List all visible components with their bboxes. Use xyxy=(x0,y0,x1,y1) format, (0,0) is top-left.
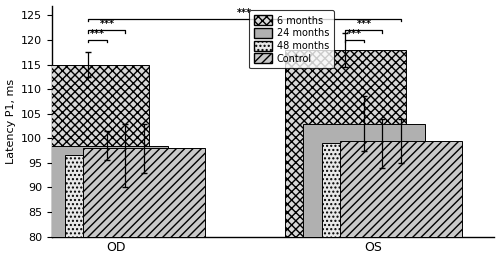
Text: ***: *** xyxy=(237,8,252,18)
Bar xyxy=(28,64,149,260)
Bar xyxy=(46,146,168,260)
Bar xyxy=(65,155,186,260)
Bar xyxy=(303,124,424,260)
Text: ***: *** xyxy=(100,20,114,29)
Bar xyxy=(340,141,462,260)
Bar xyxy=(284,50,406,260)
Text: ***: *** xyxy=(90,29,105,39)
Text: ***: *** xyxy=(356,20,372,29)
Y-axis label: Latency P1, ms: Latency P1, ms xyxy=(6,79,16,164)
Legend: 6 months, 24 months, 48 months, Control: 6 months, 24 months, 48 months, Control xyxy=(250,10,334,68)
Text: ***: *** xyxy=(347,29,362,39)
Bar xyxy=(84,148,204,260)
Bar xyxy=(322,143,443,260)
